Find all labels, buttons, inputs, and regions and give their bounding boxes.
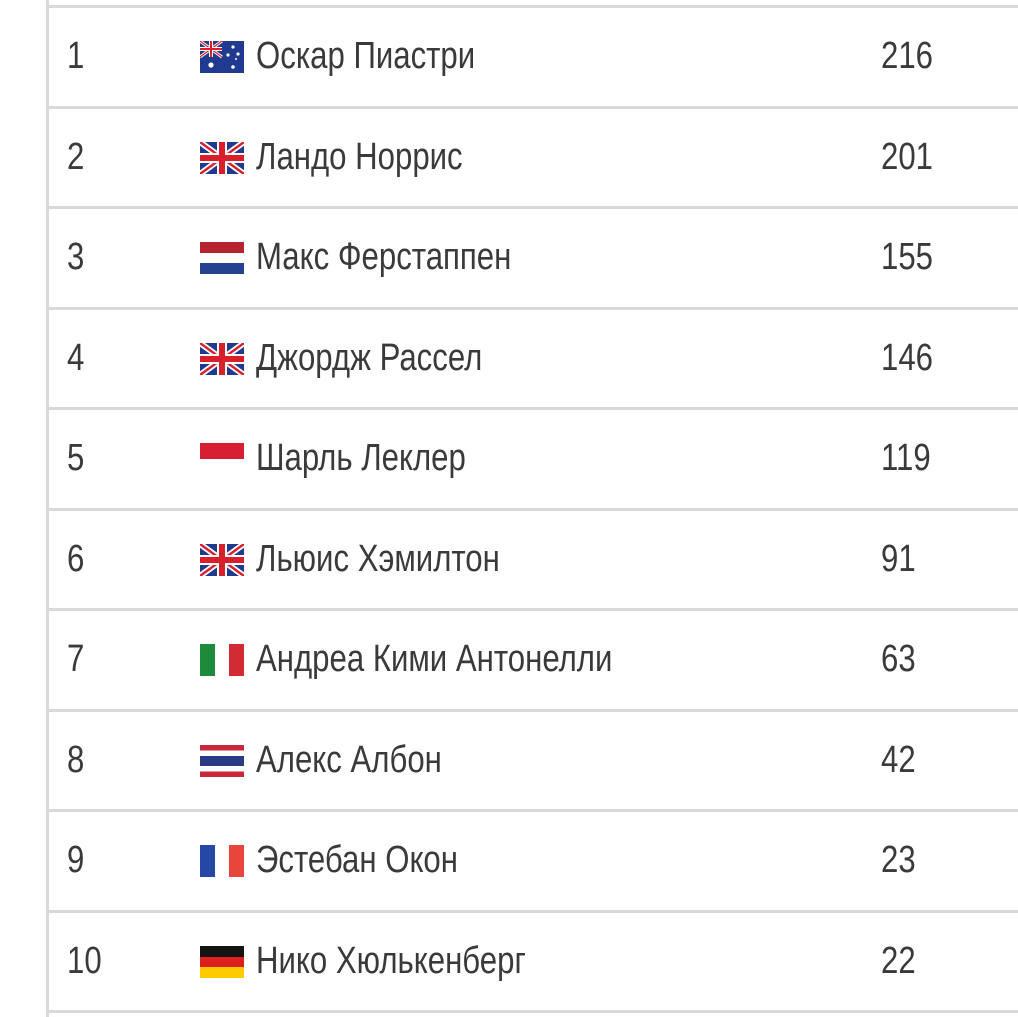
australia-flag-icon [200,41,244,73]
driver-name[interactable]: Андреа Кими Антонелли [256,638,613,680]
table-row: 8 Алекс Албон 42 [49,712,1018,812]
table-row: 5 Шарль Леклер 119 [49,410,1018,511]
points-cell: 91 [881,537,916,580]
driver-name[interactable]: Джордж Рассел [256,336,483,379]
driver-name[interactable]: Оскар Пиастри [256,35,476,77]
points-cell: 42 [881,738,916,781]
table-row: 7 Андреа Кими Антонелли 63 [49,611,1018,712]
position-cell: 6 [67,537,85,580]
uk-flag-icon [200,342,244,375]
netherlands-flag-icon [200,242,244,274]
table-row: 6 Льюис Хэмилтон 91 [49,511,1018,611]
points-cell: 216 [881,35,933,77]
france-flag-icon [200,845,244,877]
driver-name[interactable]: Алекс Албон [256,738,442,781]
position-cell: 9 [67,839,85,881]
points-cell: 22 [881,939,916,982]
table-row: 2 Ландо Норрис 201 [49,109,1018,209]
uk-flag-icon [200,543,244,576]
table-row: 10 Нико Хюлькенберг 22 [49,913,1018,1013]
table-row: 1 Оскар [49,8,1018,109]
points-cell: 155 [881,236,933,278]
thailand-flag-icon [200,744,244,777]
position-cell: 1 [67,35,85,77]
driver-name[interactable]: Макс Ферстаппен [256,236,512,278]
points-cell: 23 [881,839,916,881]
table-row: 4 Джордж Рассел 146 [49,310,1018,410]
table-row: 3 Макс Ферстаппен 155 [49,209,1018,310]
table-row: 9 Эстебан Окон 23 [49,812,1018,913]
driver-name[interactable]: Шарль Леклер [256,437,466,479]
position-cell: 10 [67,939,102,982]
position-cell: 5 [67,437,85,479]
position-cell: 8 [67,738,85,781]
italy-flag-icon [200,644,244,676]
germany-flag-icon [200,945,244,978]
driver-name[interactable]: Эстебан Окон [256,839,458,881]
position-cell: 7 [67,638,85,680]
monaco-flag-icon [200,443,244,475]
driver-standings-table: 1 Оскар [46,0,1018,1017]
position-cell: 4 [67,336,85,379]
position-cell: 2 [67,135,85,178]
points-cell: 146 [881,336,933,379]
points-cell: 201 [881,135,933,178]
table-top-rule [49,5,1018,8]
points-cell: 119 [881,437,931,479]
position-cell: 3 [67,236,85,278]
points-cell: 63 [881,638,916,680]
driver-name[interactable]: Нико Хюлькенберг [256,939,526,982]
driver-name[interactable]: Ландо Норрис [256,135,463,178]
driver-name[interactable]: Льюис Хэмилтон [256,537,500,580]
uk-flag-icon [200,141,244,174]
